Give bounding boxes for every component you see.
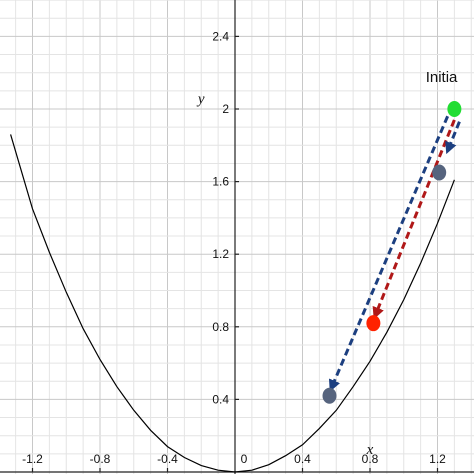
y-tick-label: 1.6 <box>212 175 229 189</box>
x-tick-label: -0.8 <box>90 452 111 466</box>
data-point <box>447 101 462 117</box>
x-axis-label: x <box>366 442 374 458</box>
point-layer <box>322 101 462 404</box>
data-point <box>432 164 447 181</box>
annotation-initial: Initia <box>426 69 458 86</box>
curve-layer <box>10 134 455 473</box>
x-tick-label: 0.4 <box>294 452 311 466</box>
data-point <box>366 315 381 332</box>
gradient-step-arrow <box>328 115 450 392</box>
arrow-layer <box>328 115 461 392</box>
x-tick-label: 0.8 <box>362 452 379 466</box>
y-tick-label: 1.2 <box>212 247 229 261</box>
x-tick-label: -1.2 <box>22 452 43 466</box>
y-axis-label: y <box>196 92 205 108</box>
data-point <box>322 387 337 404</box>
x-tick-label: 1.2 <box>429 452 446 466</box>
parabola-curve <box>10 134 455 473</box>
y-tick-label: 2.4 <box>212 29 229 43</box>
gradient-step-arrow <box>445 121 461 155</box>
tick-labels: -1.2 -0.8 -0.4 0 0.4 0.8 1.2 0.4 0.8 1.2 1.6 2 2.4 <box>22 29 446 472</box>
gradient-step-arrow <box>372 119 456 320</box>
y-tick-label: 2 <box>222 102 229 116</box>
y-tick-label: 0.8 <box>212 320 229 334</box>
x-tick-label: 0 <box>241 452 248 466</box>
y-tick-label: 0.4 <box>212 392 229 406</box>
x-tick-label: -0.4 <box>157 452 178 466</box>
